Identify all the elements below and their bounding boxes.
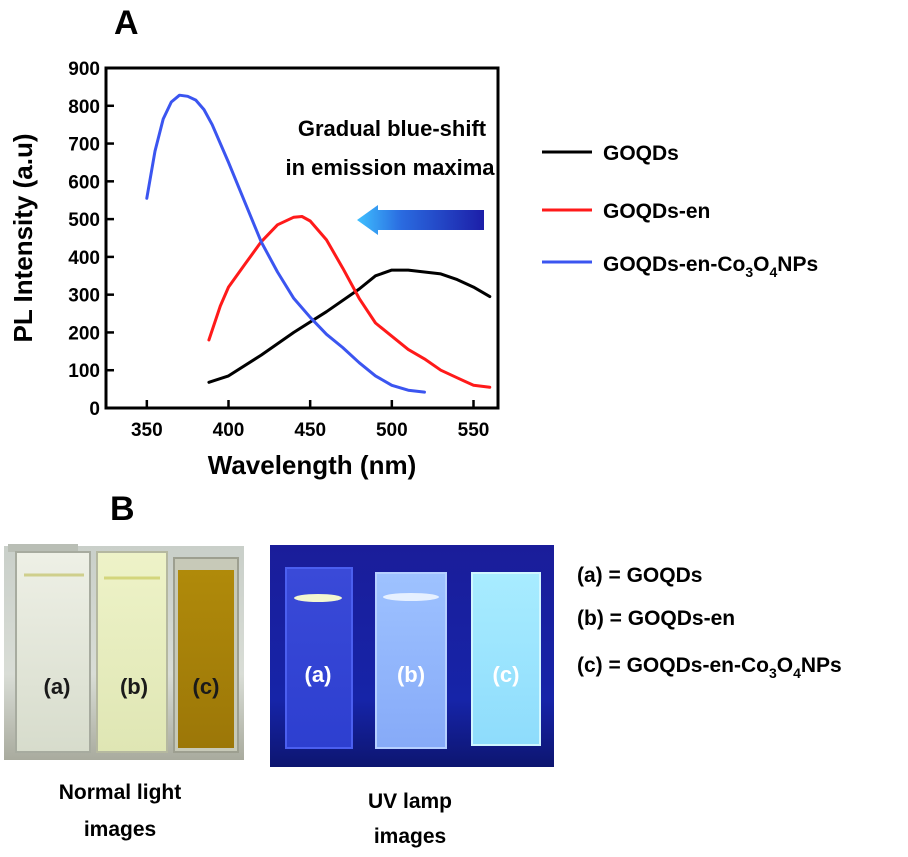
vial-c-uv (471, 572, 541, 746)
x-tick-label: 350 (131, 420, 163, 441)
key-item-b: (b) = GOQDs-en (577, 607, 735, 630)
y-tick-label: 0 (89, 399, 100, 420)
legend-label-goqds-en-text: GOQDs-en (603, 200, 710, 223)
legend-label-goqds-en-co3o4nps: GOQDs-en-Co3O4NPs (603, 253, 818, 280)
legend: GOQDs GOQDs-en GOQDs-en-Co3O4NPs (542, 142, 818, 280)
vial-c-uv-label: (c) (493, 662, 520, 687)
legend-label-sub-1: 3 (745, 264, 753, 280)
normal-light-caption-line-2: images (84, 818, 156, 841)
sample-key: (a) = GOQDs (b) = GOQDs-en (c) = GOQDs-e… (577, 564, 842, 681)
vial-b-normal (96, 551, 168, 753)
legend-label-goqds-text: GOQDs (603, 142, 679, 165)
legend-label-goqds-en: GOQDs-en (603, 200, 710, 223)
vial-a-uv-meniscus (294, 594, 342, 602)
uv-lamp-caption-line-1: UV lamp (368, 790, 452, 813)
key-item-c-sub-1: 3 (769, 665, 777, 681)
y-tick-label: 300 (68, 286, 100, 307)
legend-label-part-1: GOQDs-en-Co (603, 253, 745, 276)
x-tick-label: 450 (294, 420, 326, 441)
key-item-c-part-2: O (777, 654, 793, 677)
y-tick-label: 500 (68, 210, 100, 231)
key-item-c: (c) = GOQDs-en-Co3O4NPs (577, 654, 842, 681)
y-axis: 0 100 200 300 400 500 600 700 800 900 (68, 59, 114, 420)
key-item-c-part-1: (c) = GOQDs-en-Co (577, 654, 769, 677)
legend-label-part-3: NPs (777, 253, 818, 276)
x-axis-title: Wavelength (nm) (208, 450, 416, 480)
vial-a-cap (8, 544, 78, 552)
vial-b-normal-label: (b) (120, 674, 148, 699)
panel-b-label: B (110, 490, 135, 528)
y-axis-title: PL Intensity (a.u) (8, 134, 38, 343)
panel-a-label: A (114, 4, 139, 42)
x-axis: 350 400 450 500 550 (131, 400, 489, 441)
x-tick-label: 500 (376, 420, 408, 441)
line-chart: 0 100 200 300 400 500 600 700 800 900 350 400 450 50… (68, 59, 500, 441)
legend-label-sub-2: 4 (769, 264, 777, 280)
y-tick-label: 800 (68, 97, 100, 118)
vial-b-uv-meniscus (383, 593, 439, 601)
vial-c-normal-label: (c) (193, 674, 220, 699)
annotation-line-1: Gradual blue-shift (298, 116, 487, 141)
normal-light-caption-line-1: Normal light (59, 781, 182, 804)
y-tick-label: 900 (68, 59, 100, 80)
uv-lamp-caption-line-2: images (374, 825, 446, 848)
y-tick-label: 400 (68, 248, 100, 269)
blue-shift-arrow (357, 205, 484, 235)
vial-b-uv-label: (b) (397, 662, 425, 687)
series-line-goqds-en (207, 215, 492, 389)
x-tick-label: 550 (458, 420, 490, 441)
vial-a-uv-label: (a) (305, 662, 332, 687)
key-item-a: (a) = GOQDs (577, 564, 702, 587)
legend-label-part-2: O (753, 253, 769, 276)
series-line-goqds-en-co3o4nps (145, 93, 426, 394)
vial-a-normal-label: (a) (44, 674, 71, 699)
key-item-c-part-3: NPs (801, 654, 842, 677)
vial-b-uv (375, 572, 447, 749)
y-tick-label: 600 (68, 172, 100, 193)
series-layer (145, 93, 492, 394)
y-tick-label: 200 (68, 323, 100, 344)
key-item-c-sub-2: 4 (793, 665, 801, 681)
vial-a-normal (15, 551, 91, 753)
y-tick-label: 700 (68, 135, 100, 156)
plot-frame (104, 66, 500, 410)
normal-light-photo: (a) (b) (c) (4, 544, 244, 760)
legend-label-goqds: GOQDs (603, 142, 679, 165)
vial-c-liquid (178, 570, 234, 748)
uv-lamp-photo: (a) (b) (c) (270, 545, 554, 767)
series-line-goqds (207, 268, 492, 384)
y-tick-label: 100 (68, 361, 100, 382)
annotation-line-2: in emission maxima (285, 155, 495, 180)
x-tick-label: 400 (213, 420, 245, 441)
